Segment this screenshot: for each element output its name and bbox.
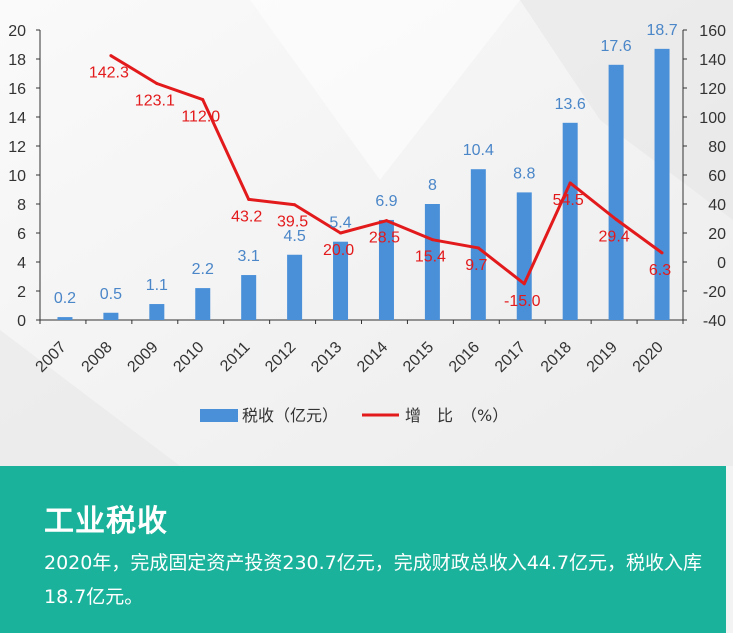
- bar-value-label: 17.6: [601, 38, 632, 55]
- right-tick-label: 60: [708, 168, 726, 185]
- bar-value-label: 6.9: [375, 193, 397, 210]
- left-tick-label: 0: [17, 313, 26, 330]
- line-point: [614, 217, 618, 221]
- right-tick-label: 40: [708, 197, 726, 214]
- bar-value-label: 13.6: [555, 96, 586, 113]
- line-value-label: 54.5: [553, 192, 584, 209]
- bar-value-label: 8.8: [513, 165, 535, 182]
- line-value-label: 112.0: [181, 109, 220, 126]
- line-point: [155, 82, 159, 86]
- line-point: [660, 251, 664, 255]
- left-tick-label: 2: [17, 284, 26, 301]
- right-tick-label: 120: [699, 81, 726, 98]
- line-point: [339, 231, 343, 235]
- left-tick-label: 18: [8, 52, 26, 69]
- right-tick-label: 160: [699, 23, 726, 40]
- line-value-label: -15.0: [504, 293, 541, 310]
- bar: [378, 219, 394, 320]
- right-tick-label: -20: [703, 284, 726, 301]
- bar-value-label: 10.4: [463, 142, 494, 159]
- line-series: [109, 54, 664, 286]
- line-value-label: 29.4: [599, 228, 630, 245]
- line-point: [430, 238, 434, 242]
- line-value-label: 39.5: [277, 214, 308, 231]
- bar-value-label: 4.5: [283, 228, 305, 245]
- left-tick-label: 20: [8, 23, 26, 40]
- line-value-label: 142.3: [89, 65, 129, 82]
- legend-line-label: 增 比 （%）: [405, 406, 508, 425]
- line-point: [476, 246, 480, 250]
- line-value-label: 123.1: [135, 93, 175, 110]
- line-value-label: 20.0: [323, 242, 354, 259]
- decor-shape: [0, 330, 180, 466]
- left-tick-label: 12: [8, 139, 26, 156]
- decor-shape: [250, 0, 520, 180]
- bar-value-label: 5.4: [329, 215, 351, 232]
- line-value-label: 6.3: [649, 262, 671, 279]
- bar-series: [57, 48, 670, 320]
- bar: [57, 317, 73, 320]
- bar: [562, 122, 578, 320]
- legend-bar-swatch: [200, 409, 238, 422]
- bar: [195, 288, 211, 320]
- bar: [424, 204, 440, 320]
- bar-value-label: 2.2: [192, 261, 214, 278]
- bar: [470, 169, 486, 320]
- banner-text: 2020年，完成固定资产投资230.7亿元，完成财政总收入44.7亿元，税收入库…: [44, 552, 703, 608]
- chart-legend: 税收（亿元） 增 比 （%）: [200, 406, 508, 425]
- bar: [654, 48, 670, 320]
- left-tick-label: 16: [8, 81, 26, 98]
- left-tick-label: 8: [17, 197, 26, 214]
- line-point: [568, 181, 572, 185]
- line-point: [109, 54, 113, 58]
- left-tick-label: 10: [8, 168, 26, 185]
- bar: [333, 241, 349, 320]
- tax-revenue-chart: 0 2 4 6 8 10 12 14 16 18 20 -40 -20 0 20 40 60 80 100 120 14…: [0, 0, 733, 466]
- bar-value-label: 18.7: [646, 22, 677, 39]
- line-point: [247, 197, 251, 201]
- right-tick-label: 80: [708, 139, 726, 156]
- line-point: [522, 282, 526, 286]
- right-tick-label: 20: [708, 226, 726, 243]
- line-value-label: 9.7: [465, 257, 487, 274]
- right-tick-label: 0: [717, 255, 726, 272]
- bar-value-label: 0.2: [54, 290, 76, 307]
- line-point: [293, 203, 297, 207]
- bar: [103, 312, 119, 320]
- legend-bar-label: 税收（亿元）: [242, 406, 338, 425]
- line-point: [384, 219, 388, 223]
- right-tick-label: 140: [699, 52, 726, 69]
- line-value-label: 28.5: [369, 230, 400, 247]
- bar: [516, 192, 532, 320]
- line-value-label: 15.4: [415, 249, 446, 266]
- bar: [608, 64, 624, 320]
- line-value-label: 43.2: [231, 208, 262, 225]
- banner-title: 工业税收: [44, 504, 168, 539]
- line-point: [201, 98, 205, 102]
- left-tick-label: 6: [17, 226, 26, 243]
- bar-value-label: 1.1: [146, 277, 168, 294]
- right-tick-label: 100: [699, 110, 726, 127]
- bar-value-label: 8: [428, 177, 437, 194]
- bar: [149, 304, 165, 320]
- right-tick-label: -40: [703, 313, 726, 330]
- bar-value-label: 0.5: [100, 286, 122, 303]
- bar: [287, 254, 303, 320]
- bar: [241, 275, 257, 320]
- data-labels: 0.2 0.5 1.1 2.2 3.1 4.5 5.4 6.9 8 10.4 8.8 13.6 17.6…: [54, 22, 678, 310]
- left-tick-label: 4: [17, 255, 26, 272]
- decor-shape: [520, 0, 733, 220]
- info-banner: 工业税收 2020年，完成固定资产投资230.7亿元，完成财政总收入44.7亿元…: [0, 466, 726, 633]
- left-tick-label: 14: [8, 110, 26, 127]
- bar-value-label: 3.1: [238, 248, 260, 265]
